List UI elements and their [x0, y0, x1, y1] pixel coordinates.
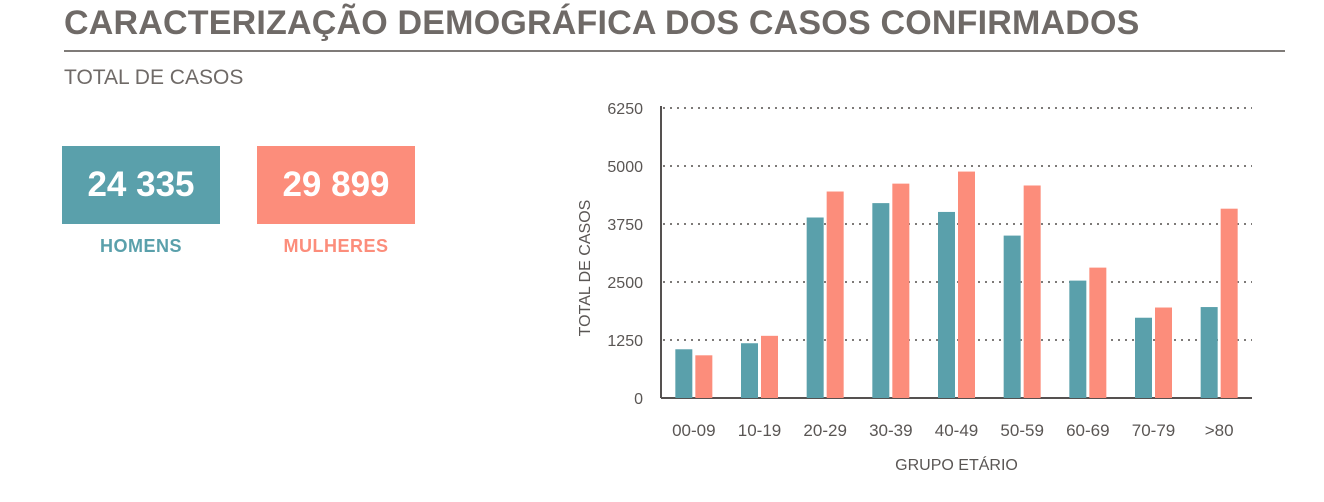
bar-men	[675, 349, 693, 398]
x-axis-title: GRUPO ETÁRIO	[895, 455, 1018, 474]
x-tick-label: 70-79	[1132, 421, 1175, 440]
bar-women	[892, 183, 910, 398]
women-total-value: 29 899	[257, 146, 415, 224]
bar-women	[695, 355, 713, 398]
men-total-value: 24 335	[62, 146, 220, 224]
y-tick-label: 3750	[607, 217, 643, 234]
bar-men	[1069, 280, 1087, 398]
bar-women	[1089, 267, 1107, 398]
bar-women	[1220, 208, 1238, 398]
y-tick-label: 6250	[607, 101, 643, 118]
y-tick-label: 0	[634, 391, 643, 408]
bar-men	[872, 203, 890, 398]
page-title: CARACTERIZAÇÃO DEMOGRÁFICA DOS CASOS CON…	[64, 4, 1140, 42]
x-tick-label: 50-59	[1000, 421, 1043, 440]
y-tick-label: 1250	[607, 333, 643, 350]
x-tick-label: 10-19	[738, 421, 781, 440]
men-total-label: HOMENS	[99, 236, 182, 256]
bar-women	[1155, 307, 1172, 398]
y-tick-label: 2500	[607, 275, 643, 292]
x-tick-label: 30-39	[869, 421, 912, 440]
bar-women	[761, 335, 778, 398]
bar-women	[1023, 185, 1041, 398]
section-subtitle: TOTAL DE CASOS	[64, 66, 244, 89]
y-tick-label: 5000	[607, 159, 643, 176]
x-tick-label: 00-09	[672, 421, 715, 440]
title-divider	[64, 50, 1285, 52]
bar-women	[826, 191, 844, 398]
x-tick-label: >80	[1205, 421, 1234, 440]
bar-men	[1003, 235, 1021, 398]
bar-men	[741, 343, 758, 398]
bar-men	[806, 217, 824, 398]
women-total-label: MULHERES	[283, 236, 389, 256]
x-tick-label: 20-29	[803, 421, 846, 440]
bar-men	[1200, 307, 1218, 398]
bar-men	[1135, 317, 1152, 398]
x-tick-label: 60-69	[1066, 421, 1109, 440]
bar-women	[958, 171, 975, 398]
y-axis-title: TOTAL DE CASOS	[577, 200, 594, 337]
bar-men	[938, 211, 955, 398]
x-tick-label: 40-49	[935, 421, 978, 440]
